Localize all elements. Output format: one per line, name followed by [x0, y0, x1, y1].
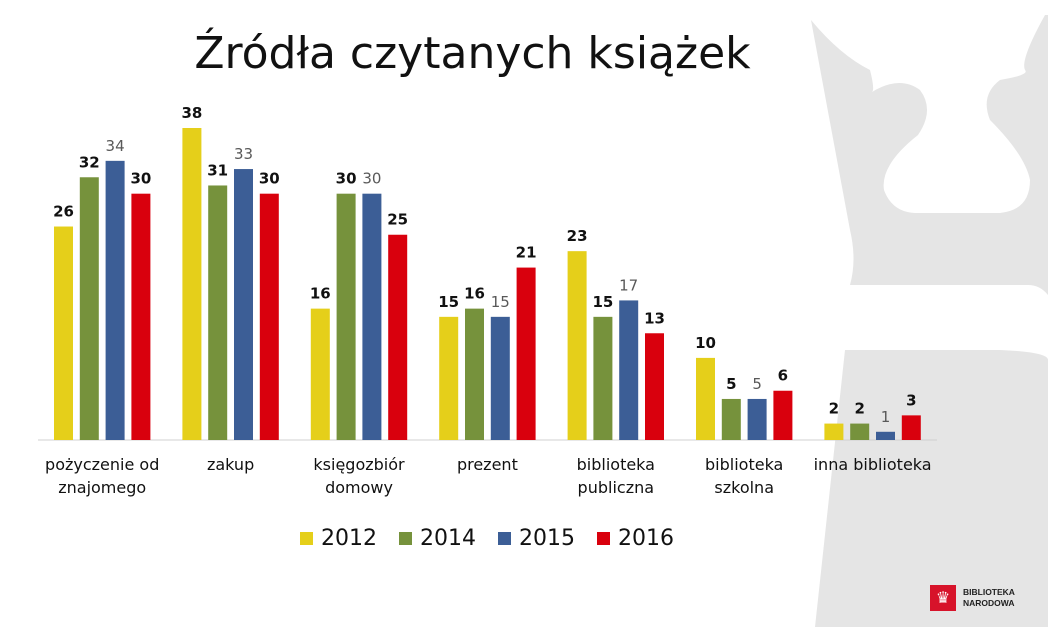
data-label: 17	[619, 276, 638, 294]
bar-2015	[490, 316, 510, 440]
bar-2016	[645, 333, 664, 440]
data-label: 30	[362, 170, 381, 188]
data-label: 16	[310, 285, 331, 303]
data-label: 6	[778, 367, 788, 385]
legend-item-2016: 2016	[597, 526, 674, 551]
bar-2014	[336, 193, 356, 440]
data-label: 33	[234, 145, 253, 163]
bar-2014	[721, 398, 741, 440]
category-label: księgozbiór	[313, 455, 405, 474]
legend-label: 2012	[321, 526, 377, 551]
crown-icon: ♛	[930, 585, 956, 611]
data-label: 13	[644, 309, 665, 327]
bar-2012	[54, 226, 73, 440]
biblioteka-narodowa-logo: ♛ BIBLIOTEKA NARODOWA	[930, 585, 1015, 611]
legend-item-2014: 2014	[399, 526, 476, 551]
bar-2012	[439, 316, 459, 440]
data-label: 38	[181, 104, 202, 122]
data-label: 5	[726, 375, 736, 393]
bar-2016	[516, 267, 536, 440]
legend-label: 2015	[519, 526, 575, 551]
category-label: biblioteka	[705, 455, 783, 474]
legend-label: 2016	[618, 526, 674, 551]
data-label: 1	[881, 408, 891, 426]
data-label: 15	[438, 293, 459, 311]
data-label: 30	[259, 170, 280, 188]
data-label: 30	[130, 170, 151, 188]
bar-2014	[593, 316, 613, 440]
bar-2014	[79, 177, 99, 440]
bar-2014	[208, 185, 228, 440]
data-label: 3	[906, 391, 916, 409]
bar-2016	[901, 415, 921, 440]
bar-2012	[310, 308, 330, 440]
legend-swatch	[597, 532, 610, 545]
bar-2016	[259, 193, 279, 440]
bar-2015	[619, 300, 639, 440]
legend-item-2015: 2015	[498, 526, 575, 551]
data-label: 21	[516, 244, 537, 262]
bar-2016	[388, 234, 408, 440]
data-label: 23	[567, 227, 588, 245]
logo-line2: NARODOWA	[963, 598, 1015, 608]
bar-2015	[747, 398, 767, 440]
data-label: 2	[854, 400, 864, 418]
bar-2015	[234, 169, 253, 441]
bar-2016	[773, 390, 793, 440]
data-label: 5	[752, 375, 762, 393]
bar-2012	[567, 251, 587, 440]
data-label: 15	[491, 293, 510, 311]
category-label: pożyczenie od	[45, 455, 159, 474]
category-label: domowy	[325, 478, 393, 497]
chart-title: Źródła czytanych książek	[194, 28, 751, 79]
legend-item-2012: 2012	[300, 526, 377, 551]
bar-2012	[696, 357, 715, 440]
category-label: prezent	[457, 455, 518, 474]
legend-label: 2014	[420, 526, 476, 551]
legend: 2012 2014 2015 2016	[300, 526, 674, 551]
category-label: szkolna	[714, 478, 774, 497]
legend-swatch	[300, 532, 313, 545]
bar-2015	[876, 431, 895, 440]
data-label: 34	[106, 137, 125, 155]
data-label: 32	[79, 153, 100, 171]
legend-swatch	[498, 532, 511, 545]
category-label: zakup	[207, 455, 254, 474]
category-label: znajomego	[58, 478, 146, 497]
data-label: 25	[387, 211, 408, 229]
data-label: 2	[829, 400, 839, 418]
bar-2012	[182, 128, 202, 440]
data-label: 10	[695, 334, 716, 352]
bar-2015	[362, 193, 382, 440]
legend-swatch	[399, 532, 412, 545]
category-label: inna biblioteka	[814, 455, 932, 474]
logo-line1: BIBLIOTEKA	[963, 587, 1015, 597]
data-label: 31	[207, 161, 228, 179]
bar-2014	[465, 308, 484, 440]
data-label: 16	[464, 285, 485, 303]
category-label: biblioteka	[577, 455, 655, 474]
bar-2015	[105, 160, 125, 440]
data-label: 30	[336, 170, 357, 188]
data-label: 26	[53, 203, 74, 221]
bar-2016	[131, 193, 151, 440]
bar-2012	[824, 423, 844, 440]
data-label: 15	[592, 293, 613, 311]
bar-2014	[850, 423, 870, 440]
category-label: publiczna	[578, 478, 654, 497]
